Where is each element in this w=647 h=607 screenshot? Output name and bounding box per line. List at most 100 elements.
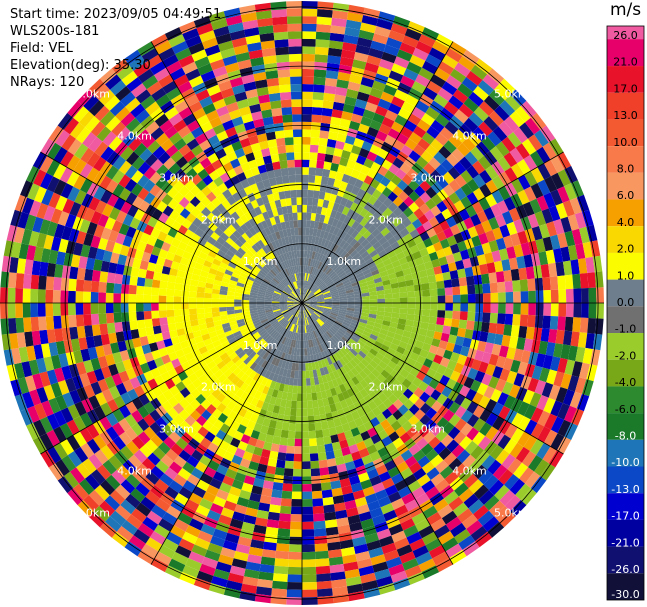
range-gate [356, 91, 370, 102]
range-gate [369, 265, 378, 273]
range-gate [375, 130, 388, 142]
range-gate [408, 132, 422, 145]
range-gate [291, 308, 298, 315]
range-gate [322, 289, 330, 294]
range-gate [401, 492, 416, 505]
range-gate [434, 67, 450, 82]
range-gate [453, 129, 468, 143]
range-gate [466, 520, 483, 536]
range-gate [195, 504, 210, 517]
range-gate [445, 516, 462, 531]
range-gate [249, 300, 257, 303]
range-gate [428, 157, 441, 170]
range-gate [507, 132, 522, 148]
range-gate [582, 347, 593, 365]
range-gate [222, 475, 235, 487]
range-gate [303, 317, 306, 326]
range-gate [482, 74, 499, 90]
range-gate [416, 156, 429, 169]
range-gate [367, 337, 376, 345]
range-gate [302, 38, 316, 47]
range-gate [320, 254, 326, 263]
range-gate [490, 292, 499, 303]
range-gate [454, 187, 467, 201]
range-gate [216, 464, 229, 476]
range-gate [303, 325, 306, 334]
range-gate [344, 284, 353, 289]
range-gate [265, 465, 276, 475]
range-gate [534, 211, 547, 226]
range-gate [490, 389, 502, 403]
range-gate [545, 342, 556, 357]
range-gate [322, 324, 329, 332]
range-gate [334, 320, 343, 326]
range-gate [485, 412, 499, 427]
range-gate [383, 84, 398, 97]
range-gate [235, 379, 245, 389]
range-gate [319, 272, 326, 280]
range-gate [366, 126, 379, 138]
range-gate [435, 248, 446, 259]
range-gate [527, 213, 539, 229]
range-gate [294, 431, 302, 439]
range-gate [372, 326, 381, 333]
range-gate [427, 274, 437, 283]
range-gate [492, 126, 508, 142]
range-gate [307, 355, 312, 364]
range-gate [320, 421, 329, 430]
range-gate [375, 314, 384, 321]
range-gate [489, 445, 504, 460]
range-gate [211, 436, 223, 447]
range-gate [377, 98, 392, 110]
range-gate [360, 358, 370, 368]
range-gate [307, 308, 313, 315]
range-gate [483, 385, 496, 399]
range-gate [311, 314, 318, 321]
range-gate [292, 212, 298, 221]
range-gate [398, 318, 407, 325]
range-gate [308, 296, 316, 300]
range-gate [304, 288, 309, 297]
range-gate [354, 98, 368, 110]
range-gate [327, 55, 341, 65]
range-gate [303, 310, 306, 318]
range-gate [586, 364, 598, 382]
range-gate [321, 325, 328, 333]
range-gate [315, 293, 324, 298]
range-gate [463, 376, 475, 389]
range-gate [359, 261, 368, 269]
range-gate [452, 502, 469, 517]
range-gate [520, 350, 531, 364]
range-gate [501, 453, 516, 470]
range-gate [283, 320, 289, 328]
range-gate [363, 201, 373, 212]
range-gate [15, 303, 23, 318]
range-gate [440, 434, 454, 448]
range-gate [347, 246, 356, 255]
range-gate [443, 246, 453, 257]
range-gate [510, 89, 527, 106]
range-gate [245, 444, 256, 454]
range-gate [367, 317, 376, 323]
range-gate [377, 332, 387, 340]
range-gate [407, 572, 425, 585]
range-gate [192, 432, 205, 444]
range-gate [320, 207, 328, 216]
range-gate [382, 258, 392, 267]
range-gate [337, 71, 351, 82]
range-gate [302, 219, 307, 228]
range-gate [288, 338, 293, 347]
range-gate [542, 446, 557, 464]
range-gate [183, 443, 196, 456]
range-gate [313, 346, 319, 354]
range-gate [411, 218, 423, 229]
range-gate [367, 500, 381, 512]
range-gate [376, 222, 387, 233]
range-gate [390, 369, 400, 379]
range-gate [248, 379, 257, 388]
range-gate [354, 303, 363, 307]
range-gate [339, 300, 348, 303]
range-gate [178, 449, 192, 462]
range-gate [273, 428, 282, 438]
range-gate [533, 265, 543, 279]
